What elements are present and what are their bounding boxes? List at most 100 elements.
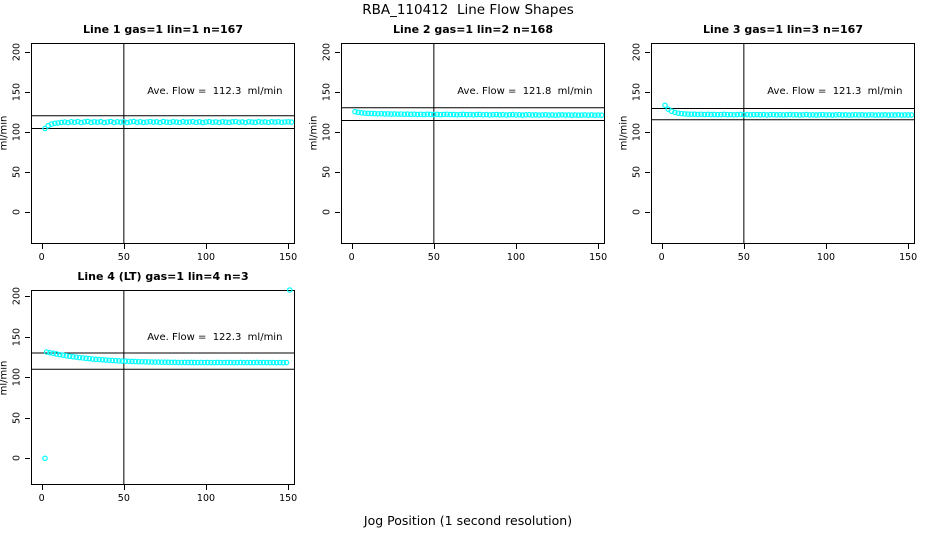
data-point	[440, 111, 447, 118]
data-point	[721, 111, 727, 118]
y-tick-mark	[645, 51, 650, 53]
y-tick-mark	[335, 211, 340, 213]
data-point	[43, 349, 50, 355]
data-point	[231, 359, 237, 366]
data-point	[247, 359, 254, 366]
data-point	[112, 357, 119, 364]
data-point	[216, 119, 222, 126]
data-point	[371, 110, 378, 117]
data-point	[895, 112, 902, 118]
data-point	[127, 119, 134, 125]
data-point	[796, 112, 803, 118]
x-tick-label: 150	[279, 493, 298, 504]
x-tick-mark	[206, 485, 207, 490]
x-tick-mark	[288, 485, 290, 490]
data-point	[71, 119, 78, 126]
x-tick-label: 0	[38, 252, 45, 263]
y-tick-mark	[645, 211, 650, 213]
y-tick-label: 100	[11, 368, 23, 387]
y-tick-mark	[645, 91, 650, 93]
x-tick-label: 100	[196, 252, 216, 263]
data-point	[183, 119, 190, 125]
data-point	[244, 359, 250, 366]
data-point	[536, 112, 542, 118]
data-point	[473, 111, 480, 118]
ave-flow-annotation: Ave. Flow = 122.3 ml/min	[147, 331, 283, 343]
data-point	[106, 357, 112, 364]
data-point	[783, 111, 790, 118]
data-point	[117, 119, 124, 125]
data-point	[908, 112, 915, 118]
data-point	[42, 455, 48, 462]
data-point	[552, 112, 559, 118]
data-point	[122, 358, 129, 364]
x-tick-mark	[743, 244, 745, 249]
data-point	[237, 359, 244, 366]
data-point	[681, 111, 688, 117]
data-point	[668, 108, 675, 115]
data-point	[47, 349, 53, 356]
y-tick-label: 50	[11, 411, 23, 424]
data-point	[73, 354, 80, 360]
data-point	[836, 111, 842, 118]
data-point	[892, 112, 898, 118]
data-point	[170, 118, 176, 125]
data-point	[254, 359, 260, 366]
plot-frame: Ave. Flow = 121.3 ml/min	[651, 43, 915, 244]
data-point	[226, 119, 232, 126]
data-point	[262, 119, 268, 125]
x-tick-mark	[41, 244, 43, 249]
y-tick-mark	[25, 91, 30, 93]
data-point	[185, 359, 191, 366]
data-point	[227, 359, 234, 366]
data-point	[75, 118, 81, 125]
x-tick-mark	[288, 244, 290, 249]
y-tick-mark	[25, 131, 30, 133]
x-tick-mark	[206, 244, 207, 249]
data-point	[457, 111, 463, 118]
data-point	[391, 111, 398, 117]
data-point	[61, 119, 68, 125]
y-tick-mark	[25, 336, 30, 338]
data-point	[905, 112, 911, 118]
data-point	[385, 111, 391, 117]
data-point	[280, 359, 287, 366]
data-point	[155, 359, 162, 365]
data-point	[731, 111, 737, 118]
data-point	[598, 112, 605, 118]
plot-canvas	[341, 43, 605, 244]
data-point	[139, 358, 145, 365]
y-tick-mark	[645, 171, 650, 173]
x-tick-mark	[41, 485, 43, 490]
subplot-line-1: Line 1 gas=1 lin=1 n=167 ml/min Ave. Flo…	[0, 23, 297, 263]
data-point	[401, 111, 408, 118]
y-tick-label: 150	[321, 82, 333, 101]
data-point	[708, 111, 714, 118]
data-point	[672, 109, 678, 116]
data-point	[714, 111, 721, 118]
plot-frame: Ave. Flow = 122.3 ml/min	[31, 290, 295, 485]
data-point	[229, 119, 236, 125]
y-tick-mark	[25, 377, 30, 379]
subplot-line-2: Line 2 gas=1 lin=2 n=168 ml/min Ave. Flo…	[309, 23, 608, 263]
x-tick-label: 50	[117, 252, 130, 263]
data-point	[592, 112, 598, 119]
data-point	[865, 112, 872, 118]
data-point	[134, 119, 140, 126]
data-point	[158, 359, 165, 365]
data-point	[270, 359, 277, 366]
data-point	[595, 112, 601, 118]
data-point	[48, 121, 55, 127]
data-point	[368, 110, 375, 117]
data-point	[816, 112, 823, 118]
data-point	[523, 112, 529, 118]
x-tick-mark	[908, 244, 910, 249]
data-point	[173, 119, 180, 125]
data-point	[148, 359, 155, 365]
data-point	[819, 111, 826, 118]
y-tick-mark	[25, 296, 30, 298]
data-point	[206, 118, 213, 125]
data-point	[695, 111, 701, 118]
y-tick-label: 0	[321, 208, 333, 215]
